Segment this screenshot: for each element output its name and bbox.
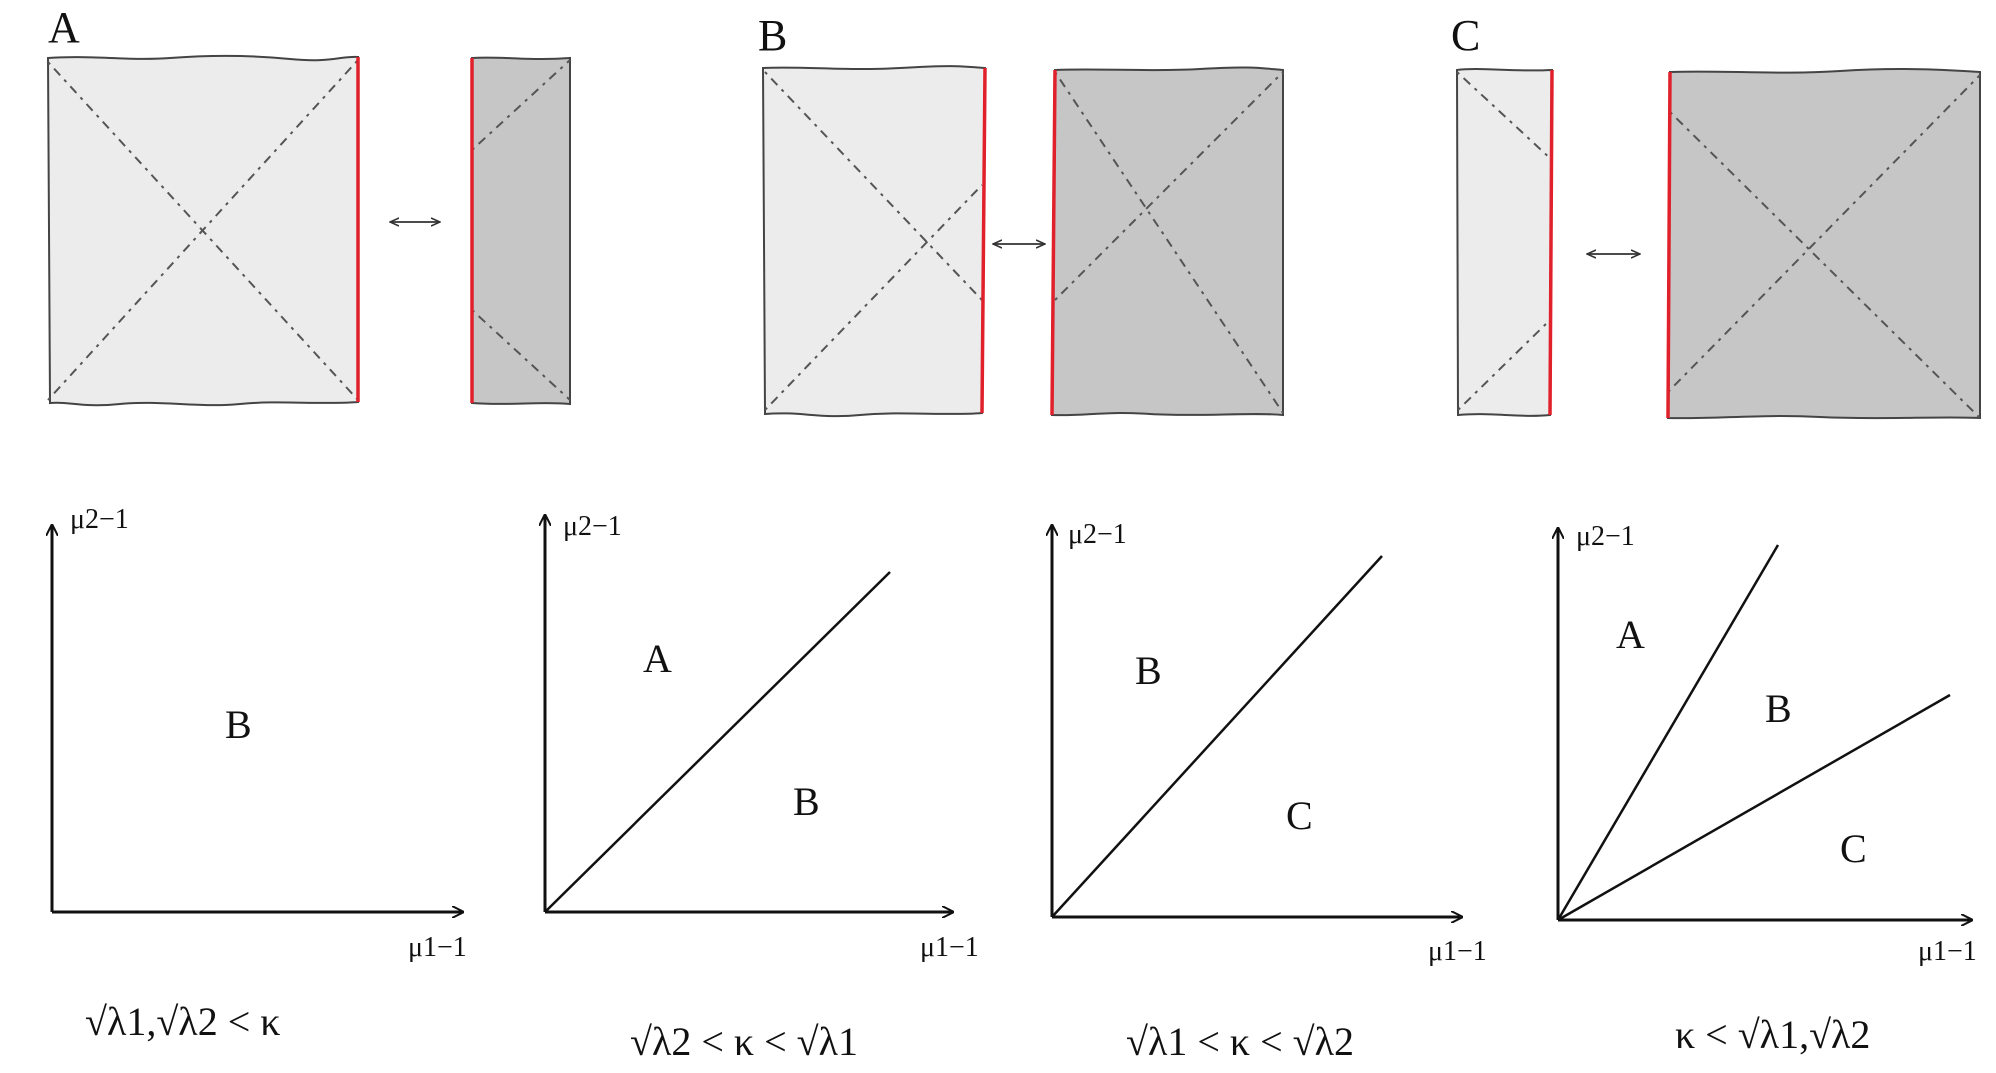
plot-1-region-b: B [225,702,252,747]
panel-c-dark-boundary [1666,71,1672,419]
panel-a-letter: A [48,3,80,52]
plot-3-condition: √λ1 < κ < √λ2 [1126,1019,1354,1064]
phase-plot-1: μ2−1 μ1−1 B √λ1,√λ2 < κ [52,504,467,1044]
plot-2-y-label: μ2−1 [563,511,622,542]
plot-3-x-label: μ1−1 [1428,936,1487,967]
panel-a-dark-spacetime [470,56,571,406]
panel-b-letter: B [758,11,787,60]
phase-plot-4: μ2−1 μ1−1 A B C κ < √λ1,√λ2 [1558,521,1977,1057]
panel-c: C [1451,11,1981,420]
plot-2-region-b: B [793,779,820,824]
plot-4-x-label: μ1−1 [1918,936,1977,967]
plot-1-x-label: μ1−1 [408,932,467,963]
plot-4-region-b: B [1765,686,1792,731]
panel-c-light-spacetime [1455,68,1554,417]
plot-4-region-c: C [1840,826,1867,871]
plot-2-condition: √λ2 < κ < √λ1 [630,1019,858,1064]
plot-2-x-label: μ1−1 [920,932,979,963]
plot-3-y-label: μ2−1 [1068,519,1127,550]
plot-3-region-c: C [1286,793,1313,838]
panel-a-light-spacetime [46,54,360,407]
plot-3-region-b: B [1135,648,1162,693]
plot-1-y-label: μ2−1 [70,504,129,535]
panel-c-light-boundary [1548,69,1554,416]
panel-b: B [758,11,1284,418]
plot-1-condition: √λ1,√λ2 < κ [85,999,280,1044]
panel-c-letter: C [1451,11,1480,60]
panel-b-dark-spacetime [1050,66,1284,417]
phase-plot-3: μ2−1 μ1−1 B C √λ1 < κ < √λ2 [1052,519,1487,1064]
panel-a: A [46,3,571,407]
panel-b-light-boundary [980,67,987,414]
plot-4-y-label: μ2−1 [1576,521,1635,552]
panel-b-dark-boundary [1050,69,1057,416]
plot-2-diagonal-line [544,571,891,913]
plot-2-region-a: A [643,636,672,681]
panel-b-light-spacetime [761,65,987,418]
panel-c-dark-spacetime [1666,68,1981,420]
plot-3-diagonal-line [1051,555,1383,918]
plot-4-steep-line [1556,544,1780,921]
phase-plot-2: μ2−1 μ1−1 A B √λ2 < κ < √λ1 [545,511,979,1064]
plot-4-condition: κ < √λ1,√λ2 [1675,1012,1870,1057]
plot-4-shallow-line [1557,693,1951,922]
plot-4-region-a: A [1616,612,1645,657]
